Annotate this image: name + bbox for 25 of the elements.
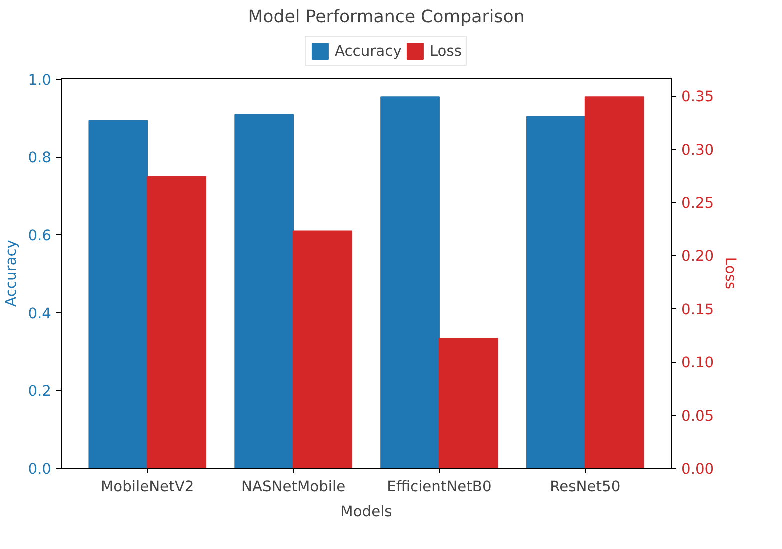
bar	[380, 96, 440, 468]
y-tick-label: 0.0	[28, 461, 52, 478]
y2-tick-label: 0.00	[682, 461, 714, 478]
x-tick-label: NASNetMobile	[241, 478, 346, 496]
y2-tick-label: 0.30	[682, 142, 714, 159]
y-tick-label: 1.0	[28, 72, 52, 89]
y2-tick-label: 0.15	[682, 301, 714, 318]
legend-label: Loss	[430, 42, 462, 60]
chart-title: Model Performance Comparison	[248, 8, 525, 28]
y2-tick-label: 0.35	[682, 88, 714, 106]
legend-label: Accuracy	[334, 42, 402, 60]
x-axis-title: Models	[340, 504, 392, 520]
y-tick-label: 0.4	[28, 305, 52, 322]
x-tick-label: MobileNetV2	[101, 478, 194, 496]
y-tick-label: 0.8	[28, 150, 52, 167]
y-tick-label: 0.6	[28, 227, 52, 244]
y2-tick-label: 0.20	[682, 248, 714, 266]
y2-tick-label: 0.10	[682, 354, 714, 372]
y2-tick-label: 0.05	[682, 408, 714, 425]
y-axis-title: Accuracy	[3, 240, 20, 307]
y2-tick-label: 0.25	[682, 194, 714, 212]
x-tick-label: ResNet50	[550, 478, 621, 496]
y-tick-label: 0.2	[28, 383, 52, 400]
x-tick-label: EfficientNetB0	[387, 478, 492, 496]
y2-axis-title: Loss	[722, 257, 740, 290]
